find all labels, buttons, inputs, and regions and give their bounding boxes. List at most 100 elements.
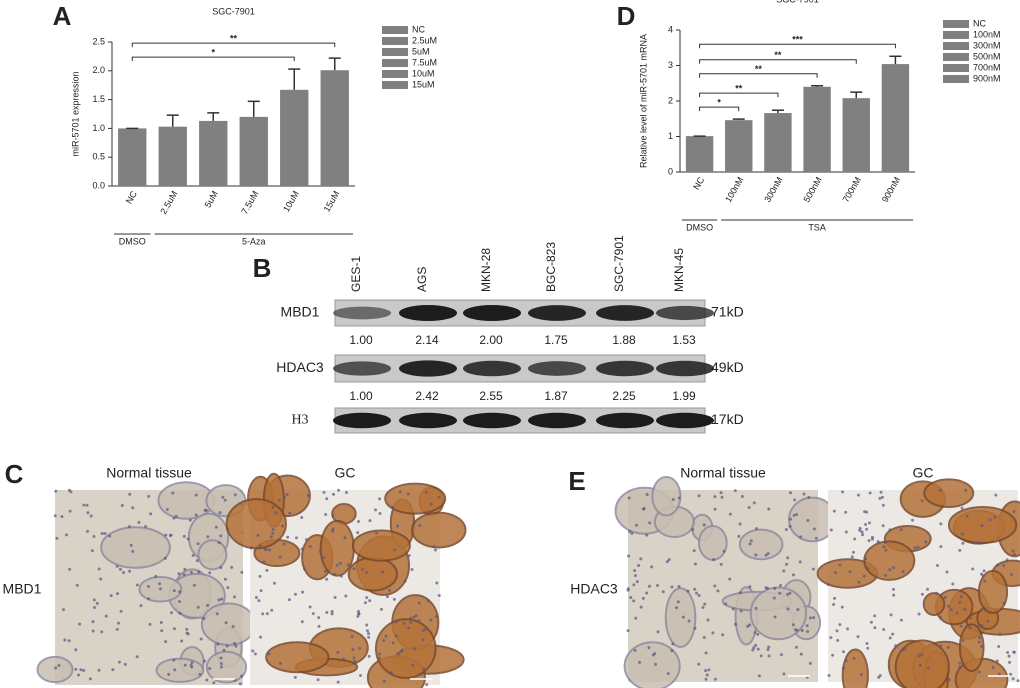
nucleus [62,608,66,612]
nucleus [632,599,636,603]
nucleus [282,542,286,546]
nucleus [943,595,947,599]
bar [280,89,309,186]
legend-label: 10uM [412,68,435,78]
nucleus [977,541,981,545]
band-quantification: 1.00 [349,333,373,347]
nucleus [630,531,634,535]
nucleus [54,666,58,670]
x-tick-label: NC [124,189,139,206]
tissue-region [411,511,467,549]
nucleus [434,548,438,552]
nucleus [267,652,271,656]
nucleus [97,668,101,672]
nucleus [752,501,756,505]
nucleus [754,643,758,647]
nucleus [986,619,990,623]
nucleus [738,591,742,595]
panel-letter: A [53,1,72,31]
band-quantification: 1.75 [544,333,568,347]
nucleus [392,597,396,601]
nucleus [333,596,337,600]
nucleus [799,535,803,539]
nucleus [407,626,411,630]
nucleus [356,609,360,613]
nucleus [82,503,86,507]
nucleus [74,648,78,652]
bar [803,86,831,172]
nucleus [400,648,404,652]
y-tick-label: 1.0 [92,123,105,133]
nucleus [172,658,176,662]
nucleus [277,498,281,502]
bar [158,126,187,186]
nucleus [994,493,998,497]
nucleus [938,615,942,619]
nucleus [409,616,413,620]
nucleus [159,587,163,591]
nucleus [333,572,337,576]
y-axis-label: Relative level of miR-5701 mRNA [638,34,648,168]
chart: SGC-7901 Relative level of miR-5701 mRNA 0… [638,0,1000,232]
tissue-region [894,639,950,688]
nucleus [806,629,810,633]
x-tick-label: 5uM [203,189,220,209]
nucleus [1011,549,1015,553]
y-tick-label: 0.0 [92,180,105,190]
nucleus [92,534,96,538]
legend-swatch [382,48,408,56]
nucleus [378,497,382,501]
panel-letter: D [617,1,636,31]
nucleus [95,601,99,605]
nucleus [920,592,924,596]
nucleus [862,574,866,578]
significance-label: * [211,47,215,57]
nucleus [1008,660,1012,664]
nucleus [311,612,315,616]
blot-band [463,304,521,322]
nucleus [793,498,797,502]
nucleus [367,654,371,658]
legend-label: 500nM [973,51,1001,61]
nucleus [75,583,79,587]
band-quantification: 2.00 [479,333,503,347]
y-tick-label: 2.0 [92,65,105,75]
nucleus [894,644,898,648]
nucleus [55,536,59,540]
nucleus [788,591,792,595]
nucleus [173,668,177,672]
nucleus [300,620,304,624]
nucleus [164,533,168,537]
x-tick-label: 100nM [723,175,745,204]
band-quantification: 1.53 [672,333,696,347]
nucleus [833,571,837,575]
nucleus [697,662,701,666]
legend-swatch [943,53,969,61]
column-label: Normal tissue [680,465,766,481]
nucleus [645,591,649,595]
nucleus [687,619,691,623]
nucleus [268,548,272,552]
nucleus [901,570,905,574]
marker-label: HDAC3 [570,581,618,597]
tissue-region [155,657,205,683]
legend-swatch [382,81,408,89]
protein-label: H3 [291,413,308,428]
tissue-region [749,586,808,641]
nucleus [713,507,717,511]
error-bar [811,84,824,87]
bar [725,120,753,172]
nucleus [119,609,123,613]
nucleus [189,570,193,574]
nucleus [424,490,428,494]
nucleus [653,652,657,656]
nucleus [116,592,120,596]
nucleus [751,648,755,652]
protein-label: HDAC3 [276,359,324,375]
nucleus [748,585,752,589]
nucleus [394,634,398,638]
nucleus [357,519,361,523]
legend-label: 300nM [973,40,1001,50]
nucleus [271,531,275,535]
